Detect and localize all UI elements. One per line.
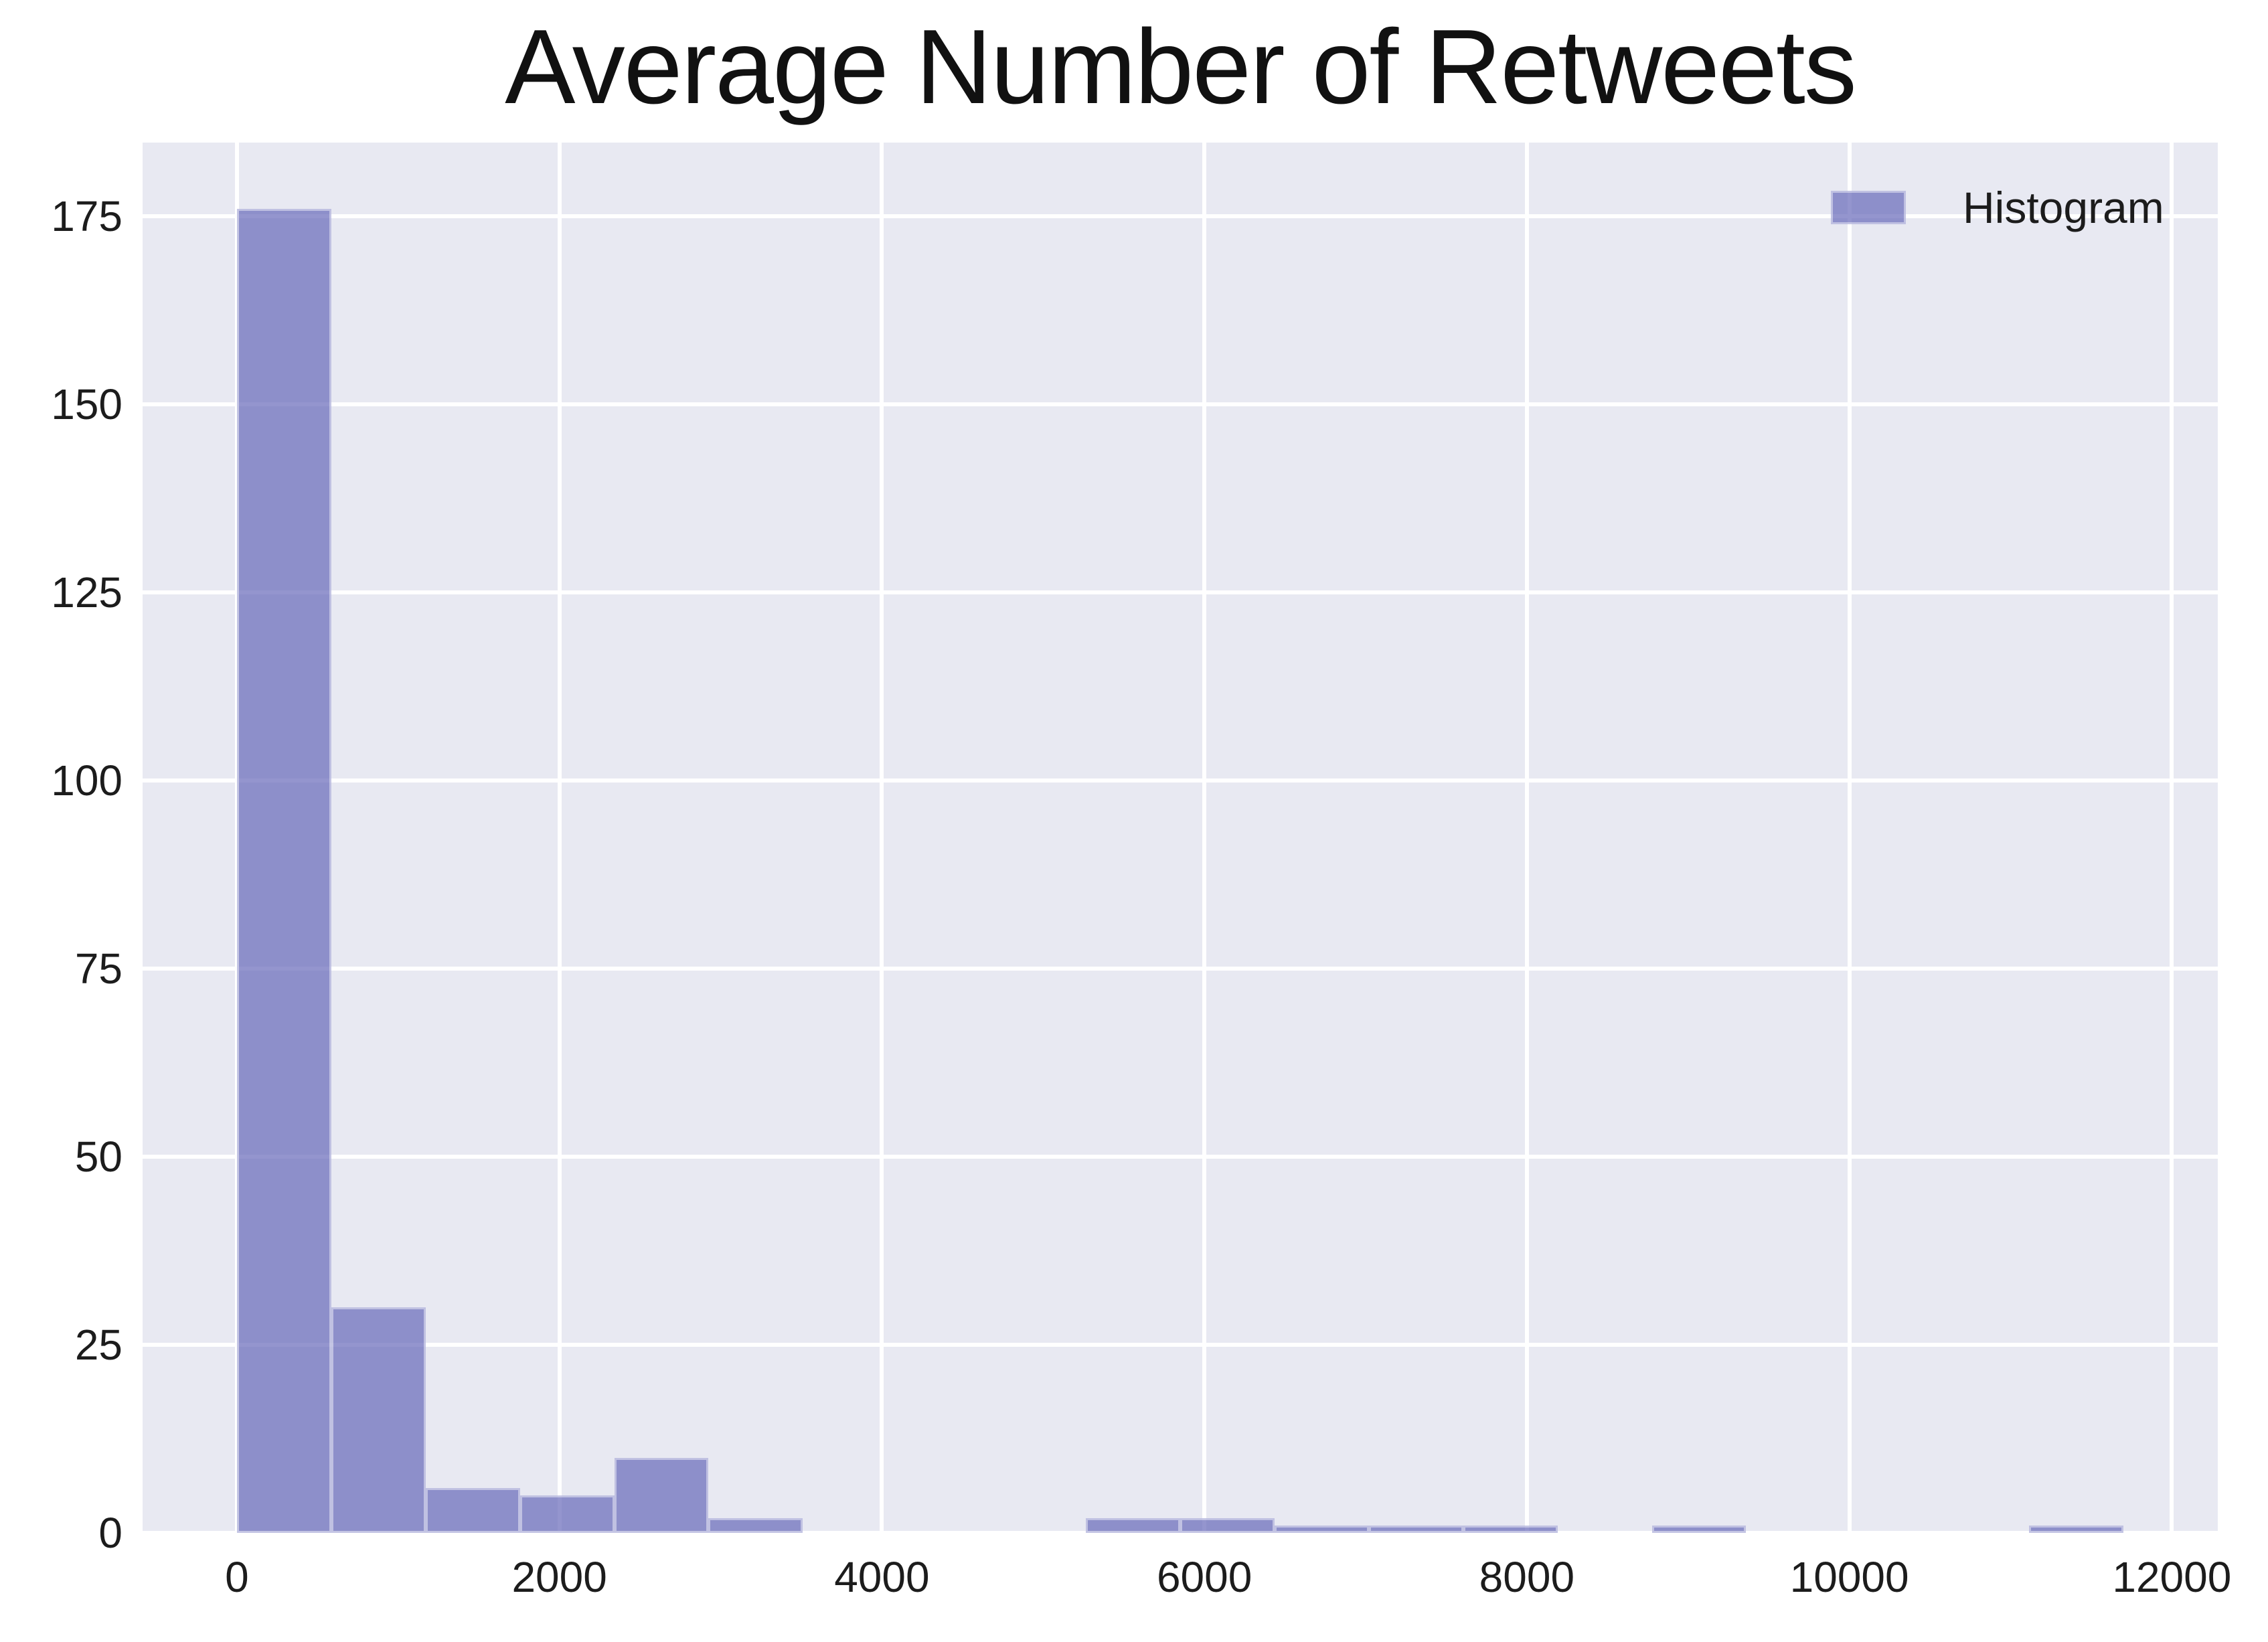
x-tick-label-2000: 2000 [511, 1553, 607, 1601]
legend: Histogram [1831, 182, 2164, 233]
x-tick-label-6000: 6000 [1156, 1553, 1252, 1601]
histogram-bar-5 [708, 1517, 803, 1533]
chart-title: Average Number of Retweets [505, 8, 1857, 126]
histogram-bar-15 [1651, 1525, 1747, 1533]
histogram-bar-13 [1463, 1525, 1558, 1533]
grid-line-x-10000 [1847, 143, 1852, 1533]
histogram-bar-2 [425, 1487, 520, 1533]
histogram-bar-1 [331, 1307, 426, 1533]
grid-line-x-4000 [880, 143, 884, 1533]
histogram-bar-0 [236, 208, 331, 1533]
grid-line-y-50 [143, 1155, 2218, 1159]
histogram-bar-4 [614, 1457, 709, 1533]
y-tick-label-75: 75 [74, 945, 123, 993]
x-tick-label-12000: 12000 [2112, 1553, 2232, 1601]
histogram-bar-10 [1180, 1517, 1275, 1533]
y-tick-label-175: 175 [51, 192, 123, 241]
y-tick-label-0: 0 [98, 1509, 123, 1557]
plot-area [143, 143, 2218, 1535]
histogram-bar-12 [1368, 1525, 1463, 1533]
y-tick-label-25: 25 [74, 1321, 123, 1370]
grid-line-y-100 [143, 778, 2218, 783]
histogram-bar-3 [519, 1495, 615, 1533]
y-axis: 0 25 50 75 100 125 150 175 [0, 143, 123, 1557]
grid-line-y-175 [143, 214, 2218, 219]
grid-line-y-75 [143, 967, 2218, 971]
grid-line-y-25 [143, 1343, 2218, 1347]
grid-line-x-8000 [1524, 143, 1529, 1533]
grid-line-x-6000 [1202, 143, 1207, 1533]
x-tick-label-8000: 8000 [1479, 1553, 1575, 1601]
y-tick-label-50: 50 [74, 1133, 123, 1181]
x-tick-label-0: 0 [225, 1553, 249, 1601]
grid-line-x-12000 [2170, 143, 2174, 1533]
x-tick-label-4000: 4000 [834, 1553, 930, 1601]
histogram-bar-11 [1274, 1525, 1369, 1533]
grid-line-y-125 [143, 590, 2218, 595]
legend-swatch [1831, 191, 1906, 224]
y-tick-label-100: 100 [51, 756, 123, 805]
grid-line-y-0 [143, 1531, 2218, 1535]
grid-line-y-150 [143, 402, 2218, 407]
y-tick-label-150: 150 [51, 380, 123, 429]
x-tick-label-10000: 10000 [1789, 1553, 1909, 1601]
x-axis: 0 2000 4000 6000 8000 10000 12000 [143, 1553, 2231, 1627]
legend-label: Histogram [1963, 183, 2164, 232]
y-tick-label-125: 125 [51, 568, 123, 617]
histogram-bar-9 [1086, 1517, 1180, 1533]
grid-line-x-2000 [557, 143, 562, 1533]
histogram-bar-19 [2029, 1525, 2124, 1533]
